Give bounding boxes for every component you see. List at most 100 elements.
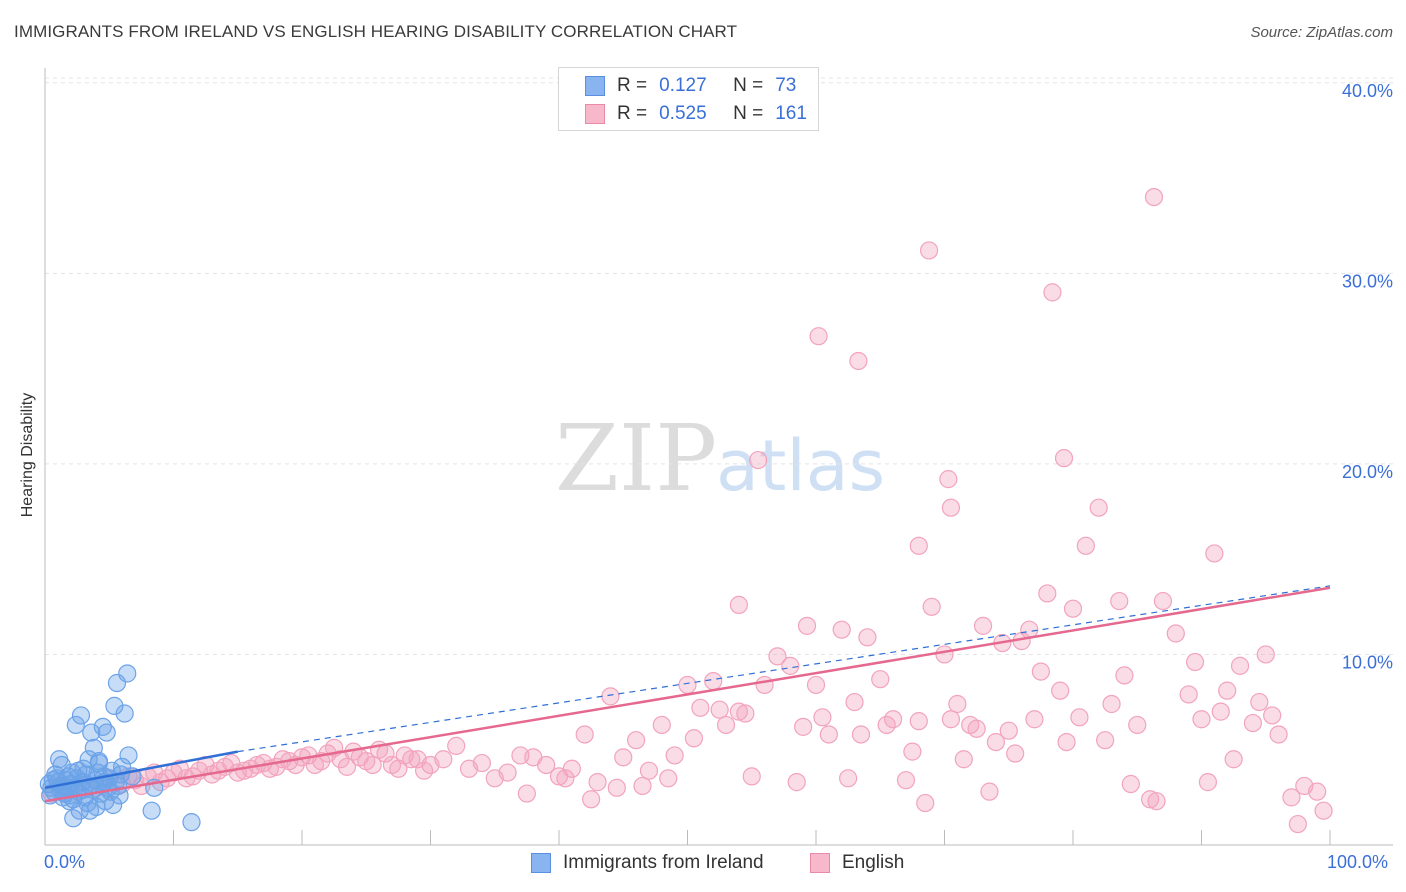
ireland-point — [69, 761, 88, 780]
english-point — [1057, 732, 1076, 752]
series-legend: Immigrants from Ireland English — [0, 852, 1406, 878]
ireland-point — [115, 704, 134, 723]
english-point — [999, 721, 1018, 740]
english-point — [729, 702, 749, 721]
english-point — [607, 778, 626, 797]
english-point — [948, 694, 967, 714]
english-point — [665, 746, 684, 765]
legend-n-value: 73 — [775, 75, 797, 96]
ireland-point — [71, 706, 91, 725]
english-point — [1102, 694, 1121, 714]
english-point — [337, 757, 357, 776]
english-point — [575, 725, 594, 744]
legend-r-value: 0.127 — [659, 75, 707, 96]
english-point — [851, 725, 871, 744]
english-point — [633, 776, 652, 796]
english-point — [781, 656, 800, 675]
ireland-point — [89, 753, 109, 773]
english-point — [903, 742, 922, 761]
legend-swatch-ireland — [585, 76, 605, 96]
english-point — [1115, 666, 1134, 685]
english-point — [986, 732, 1006, 752]
english-point — [768, 647, 787, 666]
english-point — [729, 595, 749, 614]
english-point — [1038, 584, 1057, 603]
legend-r-value: 0.525 — [659, 103, 707, 124]
english-point — [1314, 801, 1333, 820]
english-point — [402, 750, 421, 769]
ireland-point — [97, 723, 116, 742]
correlation-legend: R = 0.127 N = 73 R = 0.525 N = 161 — [558, 67, 819, 131]
english-point — [819, 725, 838, 744]
ireland-point — [64, 809, 83, 828]
english-point — [389, 759, 408, 778]
english-point — [941, 710, 961, 729]
english-point — [1282, 788, 1301, 807]
english-point — [797, 616, 817, 635]
english-point — [582, 790, 601, 809]
ireland-point — [182, 813, 201, 832]
english-point — [787, 773, 806, 792]
english-point — [1063, 599, 1083, 618]
english-point — [832, 620, 851, 639]
ireland-trend-line — [44, 750, 238, 790]
english-point — [498, 763, 517, 782]
english-point — [1031, 662, 1050, 681]
legend-swatch-english — [585, 104, 605, 124]
english-point — [809, 327, 828, 346]
english-point — [588, 773, 607, 792]
ireland-point — [110, 786, 129, 805]
english-point — [652, 715, 671, 735]
english-point — [1166, 624, 1185, 643]
english-trend-line — [44, 586, 1331, 803]
english-point — [1043, 283, 1062, 302]
english-point — [1295, 776, 1314, 796]
english-point — [845, 692, 864, 712]
y-tick-label: 20.0% — [1342, 462, 1393, 482]
english-point — [614, 748, 633, 767]
english-point — [363, 755, 382, 775]
chart-source: Source: ZipAtlas.com — [1250, 24, 1393, 41]
ireland-point — [105, 696, 124, 715]
english-point — [1211, 702, 1230, 721]
ireland-trend-extension — [237, 585, 1331, 753]
english-point — [1230, 656, 1250, 675]
series-label-english: English — [842, 852, 905, 873]
english-point — [1192, 710, 1211, 729]
english-point — [1144, 187, 1164, 207]
english-point — [736, 704, 755, 723]
english-point — [678, 675, 697, 695]
english-point — [472, 753, 491, 773]
series-swatch-ireland — [531, 853, 551, 873]
ireland-point — [66, 715, 85, 735]
english-point — [877, 715, 896, 735]
english-point — [517, 784, 536, 803]
english-point — [684, 729, 704, 748]
english-point — [806, 675, 826, 695]
legend-r-label: R = — [617, 103, 648, 124]
english-point — [716, 715, 736, 735]
english-point — [1256, 645, 1275, 664]
english-point — [601, 687, 620, 706]
english-point — [1288, 814, 1307, 834]
english-point — [1218, 681, 1237, 700]
legend-row-english: R = 0.525 N = 161 — [585, 103, 807, 125]
english-point — [1051, 681, 1070, 700]
legend-n-label: N = — [733, 75, 764, 96]
legend-row-ireland: R = 0.127 N = 73 — [585, 75, 796, 97]
english-point — [858, 628, 877, 647]
english-point — [916, 793, 935, 813]
english-point — [794, 717, 813, 736]
english-point — [909, 536, 928, 555]
english-point — [1250, 692, 1269, 712]
english-point — [813, 708, 832, 727]
english-point — [1076, 536, 1095, 555]
english-point — [537, 755, 556, 775]
english-point — [941, 498, 961, 517]
english-point — [1179, 685, 1198, 704]
english-point — [691, 698, 710, 717]
english-point — [704, 672, 723, 691]
english-point — [1224, 750, 1243, 769]
english-point — [954, 750, 973, 769]
